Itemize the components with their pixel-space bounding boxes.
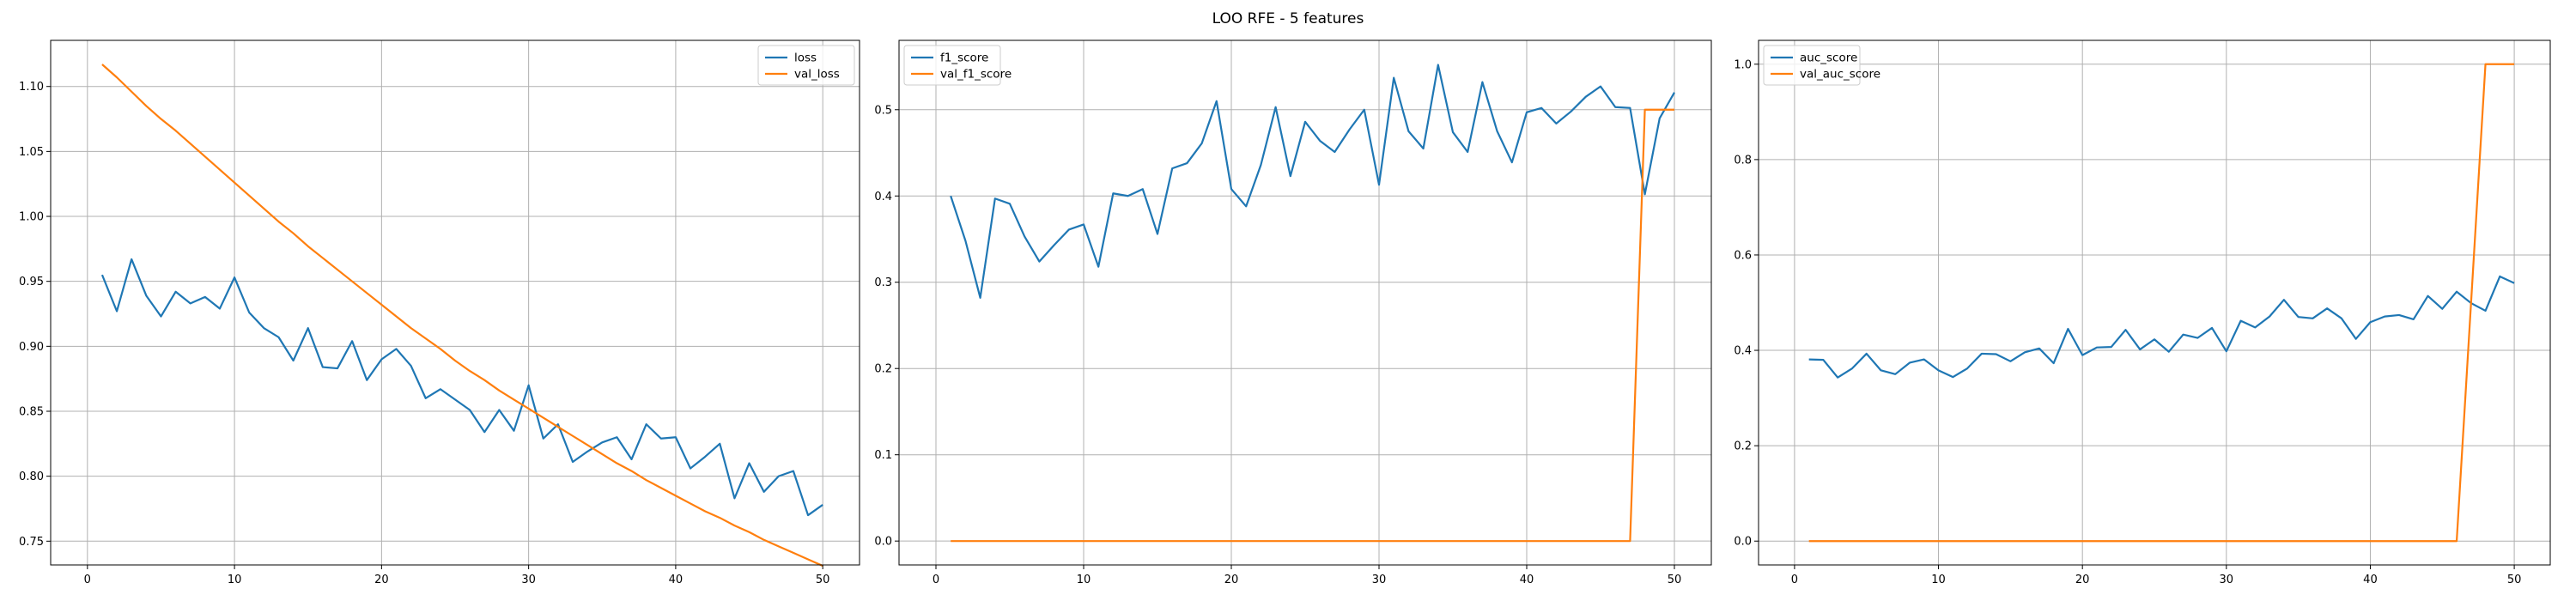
series-line-val_f1_score [951,108,1674,543]
x-tick-label: 50 [2507,574,2522,586]
y-tick-label: 1.0 [1734,58,1752,71]
x-tick-label: 40 [1520,574,1534,586]
figure-title: LOO RFE - 5 features [1212,10,1364,27]
x-tick-label: 20 [374,574,389,586]
y-tick-label: 0.0 [874,536,892,549]
series-line-f1_score [950,64,1675,299]
y-tick-label: 0.4 [874,191,892,203]
x-tick-label: 50 [816,574,830,586]
x-tick-label: 30 [521,574,536,586]
y-tick-label: 1.00 [19,211,44,224]
x-tick-label: 10 [1931,574,1946,586]
legend-label-val_f1_score: val_f1_score [940,68,1012,82]
series-line-loss [100,258,823,517]
x-tick-label: 40 [669,574,683,586]
axes-frame [1758,39,2551,566]
legend-box [903,45,1001,86]
y-tick-label: 0.2 [874,363,892,376]
y-tick-label: 0.90 [19,341,44,354]
series-line-val_loss [101,64,823,568]
x-tick-label: 20 [2075,574,2090,586]
axes-frame [50,39,860,566]
subplot-1: 0 10 20 30 40 50 0.75 0.80 0.85 0.90 0.95 1.00 1.05 1… [19,39,860,586]
x-tick-label: 0 [84,574,91,586]
x-tick-label: 30 [2220,574,2234,586]
y-tick-label: 0.6 [1734,249,1752,262]
y-tick-label: 0.95 [19,276,44,288]
y-tick-label: 0.4 [1734,345,1752,358]
y-tick-label: 0.2 [1734,440,1752,453]
legend: f1_score val_f1_score [903,45,1012,86]
x-tick-label: 30 [1372,574,1387,586]
x-tick-label: 40 [2363,574,2378,586]
legend-label-loss: loss [794,52,817,65]
y-tick-label: 0.80 [19,470,44,483]
series-line-val_auc_score [1808,63,2515,543]
series-line-auc_score [1808,275,2515,379]
y-tick-label: 1.10 [19,81,44,94]
legend: auc_score val_auc_score [1763,45,1880,86]
x-tick-label: 10 [1077,574,1091,586]
legend-box [1763,45,1861,86]
subplot-3: 0 10 20 30 40 50 0.0 0.2 0.4 0.6 0.8 1.0 auc_scoreva… [1734,39,2551,586]
x-tick-label: 50 [1668,574,1682,586]
y-tick-label: 0.85 [19,405,44,418]
y-tick-label: 0.1 [874,449,892,462]
y-tick-label: 0.75 [19,536,44,549]
legend-label-val_loss: val_loss [794,68,840,82]
axes-frame [898,39,1712,566]
y-tick-label: 1.05 [19,146,44,159]
legend: loss val_loss [757,45,855,86]
x-tick-label: 20 [1224,574,1239,586]
y-tick-label: 0.5 [874,104,892,117]
x-tick-label: 10 [228,574,242,586]
x-tick-label: 0 [1791,574,1798,586]
legend-label-f1_score: f1_score [940,52,988,65]
y-tick-label: 0.0 [1734,536,1752,549]
legend-label-val_auc_score: val_auc_score [1800,68,1880,82]
legend-label-auc_score: auc_score [1800,52,1857,65]
y-tick-label: 0.8 [1734,154,1752,167]
y-tick-label: 0.3 [874,276,892,289]
subplot-2: 0 10 20 30 40 50 0.0 0.1 0.2 0.3 0.4 0.5 f1_scoreval… [874,39,1712,586]
legend-box [757,45,855,86]
x-tick-label: 0 [933,574,939,586]
subplots: 0 10 20 30 40 500.750.800.850.900.951.001.051… [19,39,2551,586]
